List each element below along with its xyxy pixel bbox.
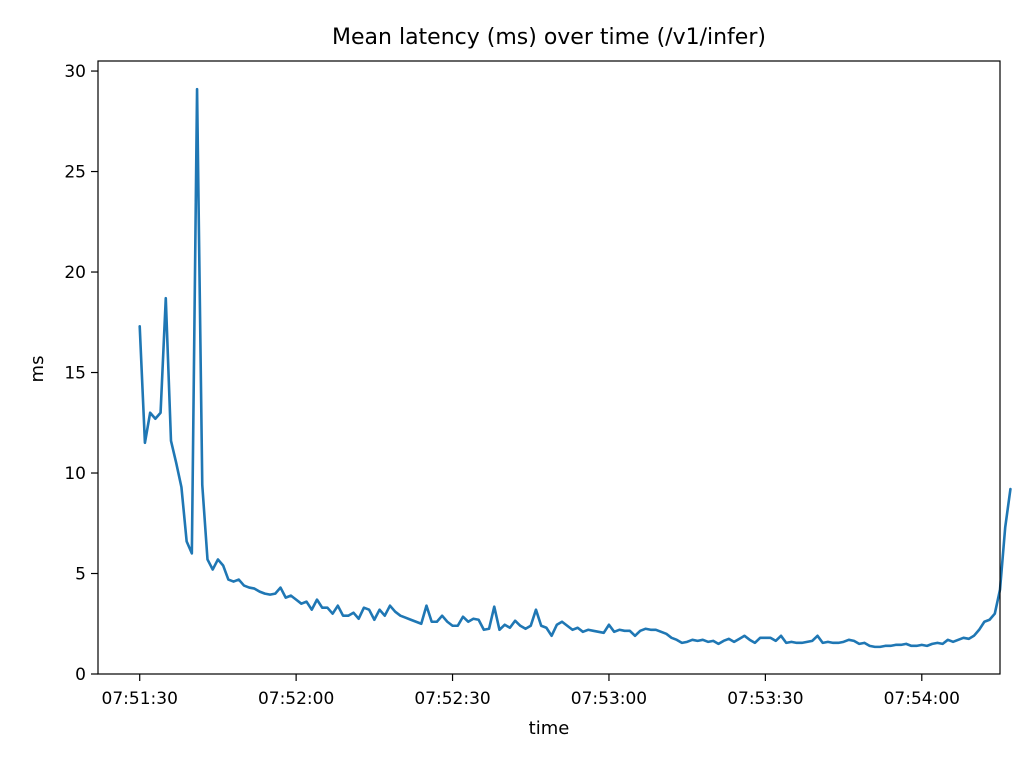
x-axis-label: time xyxy=(529,718,570,739)
y-tick-label: 5 xyxy=(75,565,86,585)
y-tick-label: 20 xyxy=(64,263,86,283)
y-tick-label: 15 xyxy=(64,364,86,384)
y-tick-label: 30 xyxy=(64,62,86,82)
axes-frame xyxy=(97,60,1001,675)
y-axis: 0 5 10 15 20 25 30 xyxy=(64,62,98,685)
x-tick-label: 07:54:00 xyxy=(884,689,960,709)
chart-title: Mean latency (ms) over time (/v1/infer) xyxy=(332,25,766,50)
y-tick-label: 10 xyxy=(64,464,86,484)
y-axis-label: ms xyxy=(27,356,48,383)
x-tick-label: 07:52:30 xyxy=(414,689,490,709)
x-tick-label: 07:53:30 xyxy=(727,689,803,709)
x-tick-label: 07:52:00 xyxy=(258,689,334,709)
plot-area xyxy=(97,60,1012,675)
x-tick-label: 07:53:00 xyxy=(571,689,647,709)
y-tick-label: 25 xyxy=(64,163,86,183)
x-axis: 07:51:30 07:52:00 07:52:30 07:53:00 07:53:30… xyxy=(102,674,960,709)
y-tick-label: 0 xyxy=(75,665,86,685)
series-line-mean-latency xyxy=(138,87,1012,649)
x-tick-label: 07:51:30 xyxy=(102,689,178,709)
